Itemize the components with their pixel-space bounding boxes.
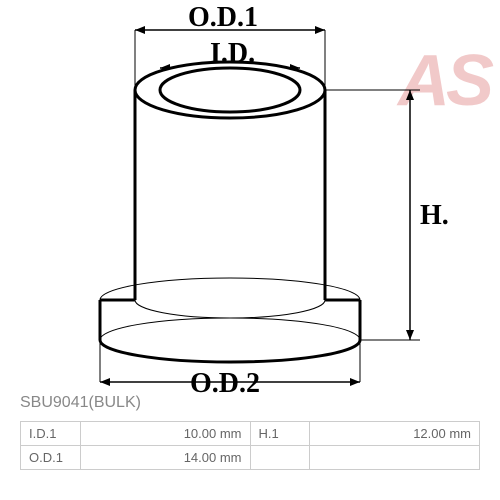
table-row: O.D.1 14.00 mm bbox=[21, 446, 480, 470]
label-h: H. bbox=[420, 200, 449, 232]
spec-value: 14.00 mm bbox=[80, 446, 250, 470]
label-id: I.D. bbox=[210, 38, 255, 70]
bushing-diagram: O.D.1 I.D. O.D.2 H. bbox=[40, 10, 460, 410]
label-od1: O.D.1 bbox=[188, 2, 258, 34]
spec-label bbox=[250, 446, 310, 470]
spec-value bbox=[310, 446, 480, 470]
flange-bottom-back bbox=[100, 318, 360, 340]
spec-label: H.1 bbox=[250, 422, 310, 446]
spec-value: 12.00 mm bbox=[310, 422, 480, 446]
spec-value: 10.00 mm bbox=[80, 422, 250, 446]
body-bottom-back-arc bbox=[135, 300, 325, 318]
spec-table: I.D.1 10.00 mm H.1 12.00 mm O.D.1 14.00 … bbox=[20, 421, 480, 470]
spec-label: I.D.1 bbox=[21, 422, 81, 446]
label-od2: O.D.2 bbox=[190, 368, 260, 400]
flange-top-back bbox=[100, 278, 360, 300]
spec-label: O.D.1 bbox=[21, 446, 81, 470]
top-inner-ellipse bbox=[160, 68, 300, 112]
table-row: I.D.1 10.00 mm H.1 12.00 mm bbox=[21, 422, 480, 446]
flange-bottom-front bbox=[100, 340, 360, 362]
dim-h bbox=[325, 90, 420, 340]
